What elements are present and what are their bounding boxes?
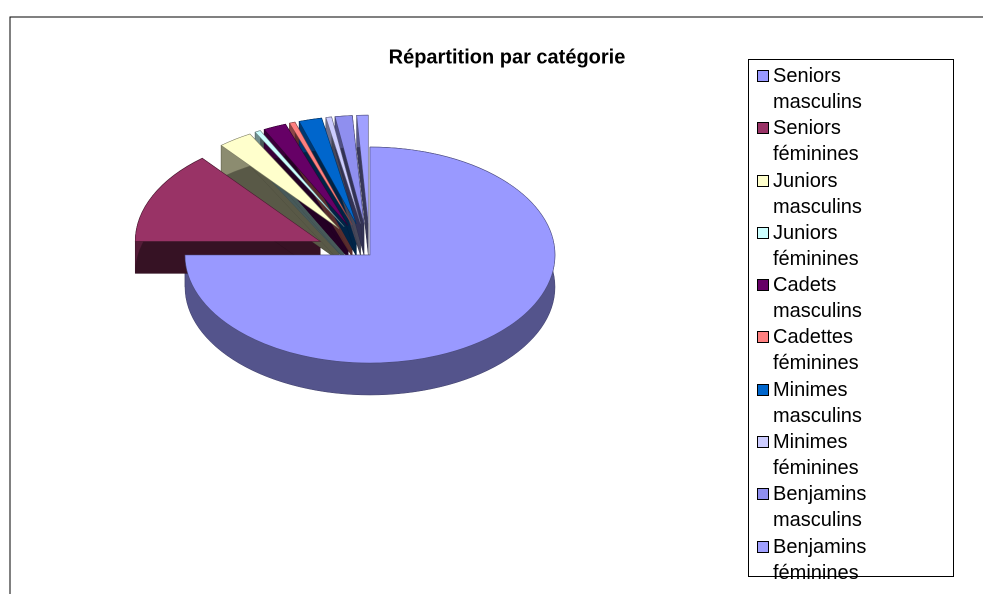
slice <box>263 123 349 226</box>
legend-item: Juniors masculins <box>757 168 953 220</box>
legend-swatch <box>757 540 769 553</box>
legend-label: Juniors masculins <box>773 169 862 218</box>
legend-label: Juniors féminines <box>773 221 859 270</box>
slice <box>298 117 357 225</box>
legend-label: Benjamins masculins <box>773 483 867 532</box>
legend-item: Juniors féminines <box>757 220 953 272</box>
chart-title: Répartition par catégorie <box>389 46 626 68</box>
slice <box>254 130 345 228</box>
legend-swatch <box>757 331 769 344</box>
legend-swatch <box>757 174 769 187</box>
legend-item: Minimes féminines <box>757 429 953 481</box>
slice <box>334 115 365 224</box>
legend-swatch <box>757 226 769 239</box>
legend-item: Benjamins féminines <box>757 534 953 586</box>
slice <box>184 146 556 364</box>
pie <box>134 114 556 396</box>
legend-swatch <box>757 488 769 501</box>
legend-swatch <box>757 436 769 449</box>
legend-label: Seniors féminines <box>773 117 859 166</box>
pie-tops <box>134 114 556 364</box>
legend: Seniors masculins Seniors féminines Junior… <box>748 59 954 584</box>
legend-label: Minimes féminines <box>773 431 859 480</box>
slice <box>325 116 361 224</box>
slice <box>289 121 353 225</box>
legend-label: Benjamins féminines <box>773 535 867 584</box>
slice <box>134 157 322 242</box>
legend-label: Cadets masculins <box>773 274 862 323</box>
legend-label: Seniors masculins <box>773 65 862 113</box>
legend-label: Cadettes féminines <box>773 326 859 375</box>
legend-item: Benjamins masculins <box>757 481 953 533</box>
legend-item: Cadettes féminines <box>757 324 953 376</box>
legend-swatch <box>757 70 769 82</box>
legend-swatch <box>757 279 769 292</box>
legend-item: Seniors masculins <box>757 63 953 115</box>
slice <box>356 114 369 224</box>
legend-swatch <box>757 383 769 396</box>
legend-item: Minimes masculins <box>757 377 953 429</box>
legend-label: Minimes masculins <box>773 378 862 427</box>
legend-item: Cadets masculins <box>757 272 953 324</box>
legend-swatch <box>757 122 769 135</box>
legend-item: Seniors féminines <box>757 115 953 167</box>
slice <box>220 133 340 229</box>
